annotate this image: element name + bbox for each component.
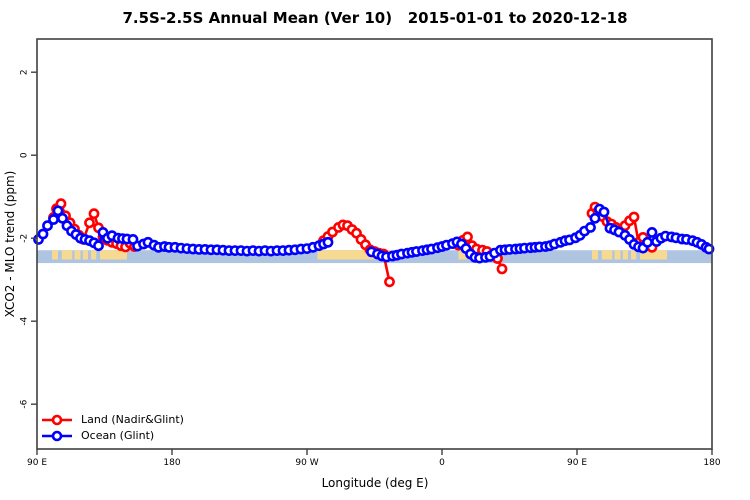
x-tick-label: 90 E: [27, 458, 47, 468]
data-point: [585, 221, 596, 233]
ocean-series: [33, 203, 715, 264]
axis-ticks: 2 0 -2 -4 -6 90 E 180 90 W 0 90 E 180: [20, 69, 721, 468]
y-tick-label: -2: [20, 234, 30, 243]
legend-label-land: Land (Nadir&Glint): [81, 413, 184, 426]
data-point: [52, 205, 64, 217]
legend: Land (Nadir&Glint) Ocean (Glint): [40, 412, 184, 444]
land-segment: [622, 250, 628, 260]
data-point: [42, 220, 53, 232]
data-point: [703, 243, 715, 255]
legend-item-land: Land (Nadir&Glint): [40, 412, 184, 428]
x-tick-label: 90 E: [567, 458, 587, 468]
land-segment: [82, 250, 88, 260]
x-tick-label: 0: [439, 458, 445, 468]
data-point: [496, 263, 508, 275]
legend-symbol-ocean-icon: [42, 430, 72, 442]
land-segment: [91, 250, 97, 260]
data-point: [84, 217, 95, 229]
data-point: [48, 214, 59, 225]
legend-label-ocean: Ocean (Glint): [81, 429, 155, 442]
land-segment: [640, 250, 667, 260]
land-segment: [614, 250, 621, 260]
land-segment: [61, 250, 73, 260]
data-point: [88, 208, 100, 220]
land-segment: [631, 250, 637, 260]
land-segment: [592, 250, 598, 260]
y-tick-label: -4: [20, 316, 30, 325]
data-point: [93, 240, 104, 252]
x-tick-label: 180: [163, 458, 180, 468]
land-segment: [601, 250, 613, 260]
data-point: [322, 236, 334, 248]
x-tick-label: 90 W: [295, 458, 318, 468]
y-tick-label: -6: [20, 399, 30, 408]
land-segment: [317, 250, 393, 260]
data-point: [462, 231, 473, 243]
chart-title: 7.5S-2.5S Annual Mean (Ver 10) 2015-01-0…: [122, 9, 628, 27]
y-tick-label: 2: [20, 69, 30, 75]
data-point: [646, 226, 658, 238]
land-segment: [74, 250, 81, 260]
data-point: [642, 236, 653, 248]
data-point: [589, 212, 601, 224]
data-point: [598, 206, 610, 218]
legend-symbol-land-icon: [42, 414, 72, 426]
x-tick-label: 180: [703, 458, 720, 468]
data-point: [37, 228, 49, 240]
data-point: [384, 276, 395, 288]
land-segment: [100, 250, 127, 260]
y-tick-label: 0: [20, 152, 30, 158]
data-point: [57, 212, 68, 224]
plot-border: [36, 38, 713, 450]
data-point: [628, 211, 640, 223]
x-axis-label: Longitude (deg E): [321, 476, 429, 490]
legend-item-ocean: Ocean (Glint): [40, 428, 184, 444]
land-segment: [52, 250, 58, 260]
